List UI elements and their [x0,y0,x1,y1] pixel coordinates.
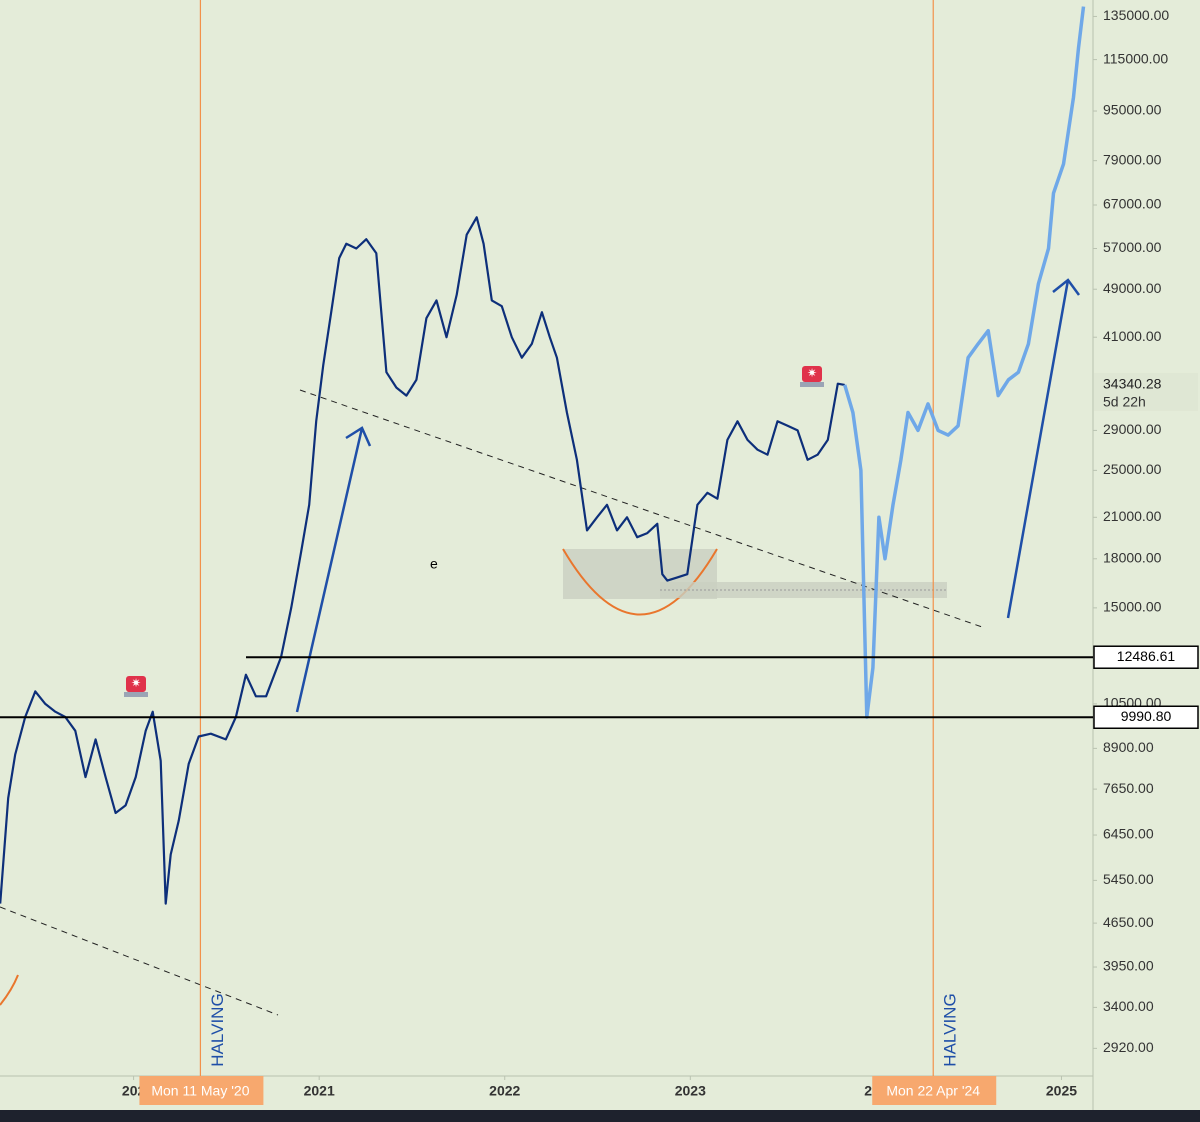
date-label-box [872,1076,997,1105]
level-label: 9990.80 [1121,708,1172,724]
y-tick-label: 3950.00 [1103,958,1154,974]
y-tick-label: 8900.00 [1103,739,1154,755]
level-label-box [1093,705,1199,730]
y-tick-label: 57000.00 [1103,239,1162,255]
svg-text:✷: ✷ [807,366,817,380]
alert-icon: ✷ [124,676,148,697]
price-line [0,216,845,905]
y-tick-label: 95000.00 [1103,102,1162,118]
support-band [660,582,947,598]
level-label: 12486.61 [1117,648,1176,664]
x-tick-label: 2023 [675,1083,706,1099]
y-tick-label: 79000.00 [1103,151,1162,167]
overlay: ✷ ✷ [0,278,1093,719]
y-tick-label: 29000.00 [1103,421,1162,437]
plot-area: e HALVING HALVING [0,0,1086,1076]
x-tick-label: 2025 [1046,1083,1077,1099]
y-tick-label: 115000.00 [1103,50,1168,66]
y-tick-label: 3400.00 [1103,998,1154,1014]
y-tick-label: 41000.00 [1103,328,1162,344]
svg-text:✷: ✷ [131,676,141,690]
y-tick-label: 135000.00 [1103,7,1169,23]
y-tick-label: 21000.00 [1103,508,1162,524]
y-tick-label: 6450.00 [1103,826,1154,842]
cup-arc [0,974,19,1006]
y-tick-label: 25000.00 [1103,461,1162,477]
countdown-label: 5d 22h [1103,394,1146,410]
y-tick-label: 18000.00 [1103,549,1162,565]
y-tick-label: 7650.00 [1103,780,1154,796]
arrow [1006,278,1081,619]
price-label-box [1094,372,1198,411]
y-tick-label: 49000.00 [1103,280,1162,296]
cup-arc [562,548,718,616]
trend-line [0,906,279,1016]
date-label: Mon 11 May '20 [151,1083,249,1099]
alert-icon: ✷ [800,366,824,387]
halving-label: HALVING [208,993,227,1066]
price-line [843,6,1086,719]
date-label-box [139,1076,264,1105]
y-tick-label: 4650.00 [1103,914,1154,930]
y-tick-label: 5450.00 [1103,871,1154,887]
y-tick-label: 67000.00 [1103,196,1162,212]
arrow [295,426,372,713]
last-price-label: 34340.28 [1103,376,1162,392]
annotation: e [430,556,438,572]
x-tick-label: 2021 [304,1083,335,1099]
level-label-box [1093,645,1199,669]
x-tick-label: 2022 [489,1083,520,1099]
y-tick-label: 15000.00 [1103,599,1162,615]
halving-label: HALVING [941,993,960,1066]
date-label: Mon 22 Apr '24 [886,1083,980,1099]
y-tick-label: 2920.00 [1103,1039,1154,1055]
